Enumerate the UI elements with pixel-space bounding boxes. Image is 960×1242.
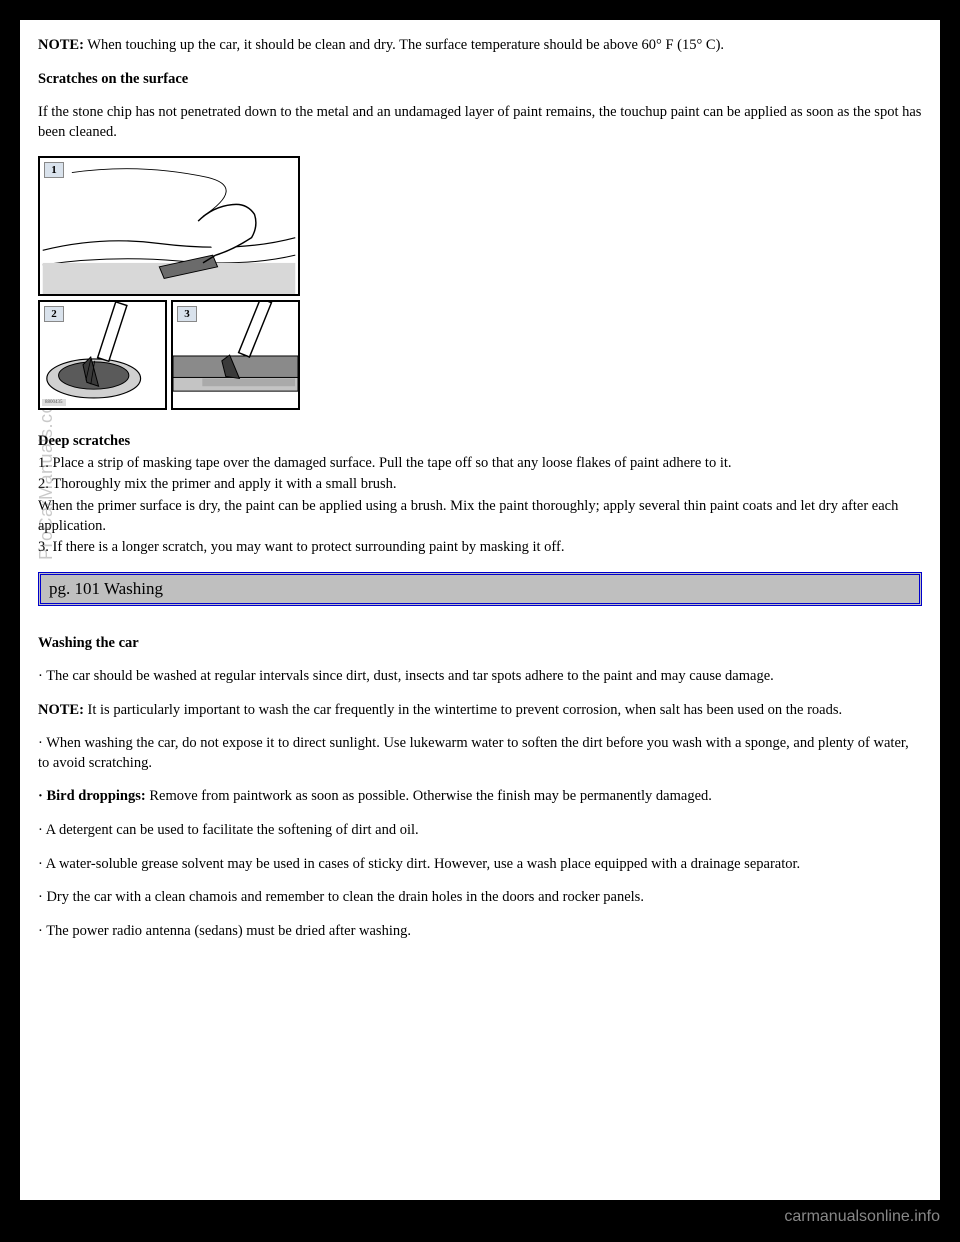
panel-number: 1 <box>44 162 64 178</box>
washing-item-6: · Dry the car with a clean chamois and r… <box>38 888 922 908</box>
note-paragraph-2: NOTE: It is particularly important to wa… <box>38 701 922 721</box>
washing-item-5: · A water-soluble grease solvent may be … <box>38 855 922 875</box>
page-section-bar: pg. 101 Washing <box>38 572 922 606</box>
scratches-text: If the stone chip has not penetrated dow… <box>38 103 922 142</box>
bird-droppings-text: Remove from paintwork as soon as possibl… <box>146 788 712 804</box>
note-paragraph: NOTE: When touching up the car, it shoul… <box>38 36 922 56</box>
deep-step-3: 3. If there is a longer scratch, you may… <box>38 538 922 558</box>
washing-item-4: · A detergent can be used to facilitate … <box>38 821 922 841</box>
illus-code: 8800435 <box>42 399 66 406</box>
deep-step-2: 2. Thoroughly mix the primer and apply i… <box>38 475 922 495</box>
washing-item-7: · The power radio antenna (sedans) must … <box>38 922 922 942</box>
panel-1-svg <box>40 158 298 294</box>
illus-panel-1: 1 <box>38 156 300 296</box>
washing-item-3: · Bird droppings: Remove from paintwork … <box>38 787 922 807</box>
document-page: ProCarManuals.com NOTE: When touching up… <box>20 20 940 1200</box>
bird-droppings-label: · Bird droppings: <box>38 788 146 804</box>
washing-item-2: · When washing the car, do not expose it… <box>38 734 922 773</box>
note-text: When touching up the car, it should be c… <box>84 37 724 53</box>
deep-scratches-heading: Deep scratches <box>38 432 922 452</box>
note-text: It is particularly important to wash the… <box>84 702 842 718</box>
note-label: NOTE: <box>38 702 84 718</box>
note-label: NOTE: <box>38 37 84 53</box>
panel-number: 3 <box>177 306 197 322</box>
deep-step-1: 1. Place a strip of masking tape over th… <box>38 454 922 474</box>
panel-number: 2 <box>44 306 64 322</box>
footer-source: carmanualsonline.info <box>784 1208 940 1226</box>
washing-item-1: · The car should be washed at regular in… <box>38 667 922 687</box>
touchup-illustration: 1 2 88 <box>38 156 300 410</box>
washing-heading: Washing the car <box>38 634 922 654</box>
illus-panel-2: 2 8800435 <box>38 300 167 410</box>
page-footer: carmanualsonline.info <box>0 1200 960 1240</box>
deep-step-2b: When the primer surface is dry, the pain… <box>38 497 922 536</box>
scratches-heading: Scratches on the surface <box>38 70 922 90</box>
illus-panel-3: 3 <box>171 300 300 410</box>
